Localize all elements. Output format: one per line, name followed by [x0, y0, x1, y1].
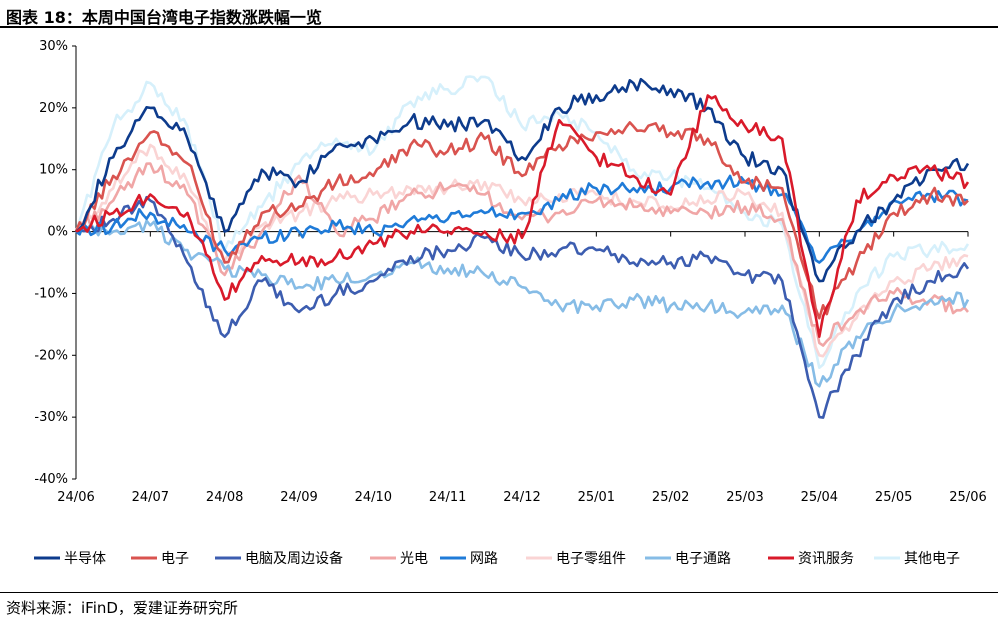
legend-label: 半导体 [64, 551, 106, 567]
legend-label: 电子通路 [675, 551, 731, 567]
legend-label: 资讯服务 [798, 551, 854, 567]
x-tick-label: 25/02 [652, 490, 689, 505]
x-tick-label: 25/01 [578, 490, 615, 505]
series-layer [74, 75, 970, 419]
series-line-4 [75, 174, 969, 264]
series-line-3 [75, 162, 969, 347]
y-tick-label: 30% [39, 39, 68, 54]
x-tick-label: 25/04 [801, 490, 838, 505]
line-chart: 30% 20% 10% 0% -10% -20% -30% -40% 24/06 24/07 24… [34, 39, 987, 567]
source-rule [0, 592, 998, 593]
y-tick-label: -40% [34, 472, 68, 487]
series-line-2 [75, 195, 970, 419]
x-tick-label: 25/05 [875, 490, 912, 505]
y-tick-label: 20% [39, 101, 68, 116]
y-tick-label: 10% [39, 163, 68, 178]
x-tick-label: 24/11 [429, 490, 466, 505]
y-tick-label: -10% [34, 286, 68, 301]
legend-label: 电子零组件 [556, 551, 626, 567]
series-line-0 [75, 77, 970, 283]
y-tick-label: -20% [34, 348, 68, 363]
x-tick-label: 25/03 [726, 490, 763, 505]
x-tick-label: 24/12 [503, 490, 540, 505]
y-tick-label: -30% [34, 410, 68, 425]
y-tick-label: 0% [47, 225, 68, 240]
x-tick-label: 24/06 [57, 490, 94, 505]
series-line-7 [75, 94, 970, 339]
chart-title: 图表 18：本周中国台湾电子指数涨跌幅一览 [6, 8, 322, 27]
legend-label: 其他电子 [904, 551, 960, 567]
x-tick-label: 24/07 [132, 490, 169, 505]
legend-label: 光电 [400, 551, 428, 567]
legend-label: 电脑及周边设备 [245, 550, 343, 567]
series-line-1 [74, 121, 969, 320]
x-tick-label: 24/10 [355, 490, 392, 505]
x-tick-label: 25/06 [949, 490, 986, 505]
legend-label: 网路 [470, 551, 498, 567]
title-rule [0, 26, 998, 28]
series-line-6 [75, 219, 970, 388]
x-tick-label: 24/08 [206, 490, 243, 505]
x-tick-label: 24/09 [280, 490, 317, 505]
source-note: 资料来源：iFinD，爱建证券研究所 [6, 599, 238, 617]
legend-label: 电子 [161, 551, 189, 567]
y-axis: 30% 20% 10% 0% -10% -20% -30% -40% [34, 39, 77, 487]
legend: 半导体 电子 电脑及周边设备 光电 网路 电子零组件 电子通路 资讯服务 其他电子 [34, 550, 960, 567]
